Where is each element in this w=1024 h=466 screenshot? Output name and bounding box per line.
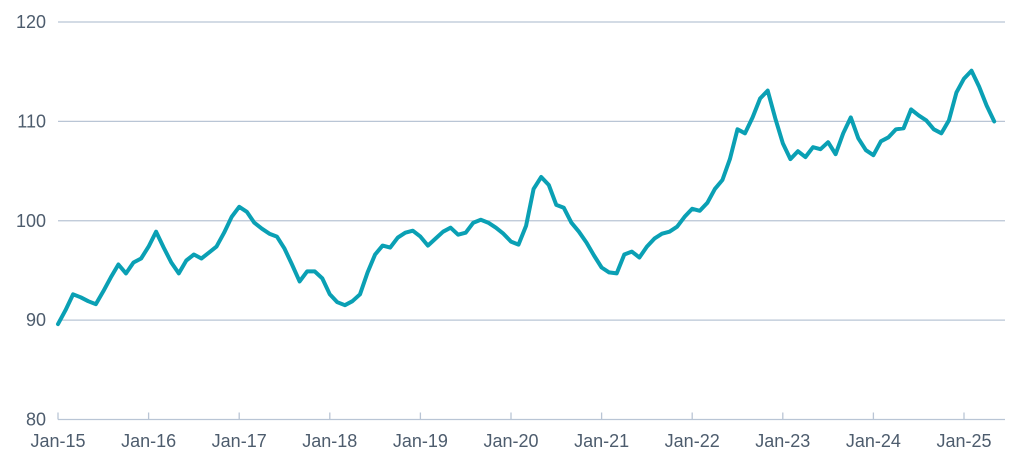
x-axis-label-Jan-23: Jan-23 [755,431,810,451]
x-axis-label-Jan-24: Jan-24 [846,431,901,451]
y-axis-label-110: 110 [17,111,46,131]
y-axis-label-90: 90 [26,310,46,330]
x-axis-label-Jan-22: Jan-22 [665,431,720,451]
x-axis-label-Jan-20: Jan-20 [483,431,538,451]
x-axis-label-Jan-25: Jan-25 [936,431,991,451]
y-axis-label-100: 100 [16,211,46,231]
y-axis-label-80: 80 [26,410,46,430]
x-axis-label-Jan-21: Jan-21 [574,431,629,451]
x-axis-label-Jan-19: Jan-19 [393,431,448,451]
x-axis-label-Jan-17: Jan-17 [212,431,267,451]
x-axis-label-Jan-18: Jan-18 [302,431,357,451]
x-axis-label-Jan-15: Jan-15 [30,431,85,451]
x-axis-label-Jan-16: Jan-16 [121,431,176,451]
index-line-series [56,68,997,327]
y-axis-label-120: 120 [16,12,46,32]
